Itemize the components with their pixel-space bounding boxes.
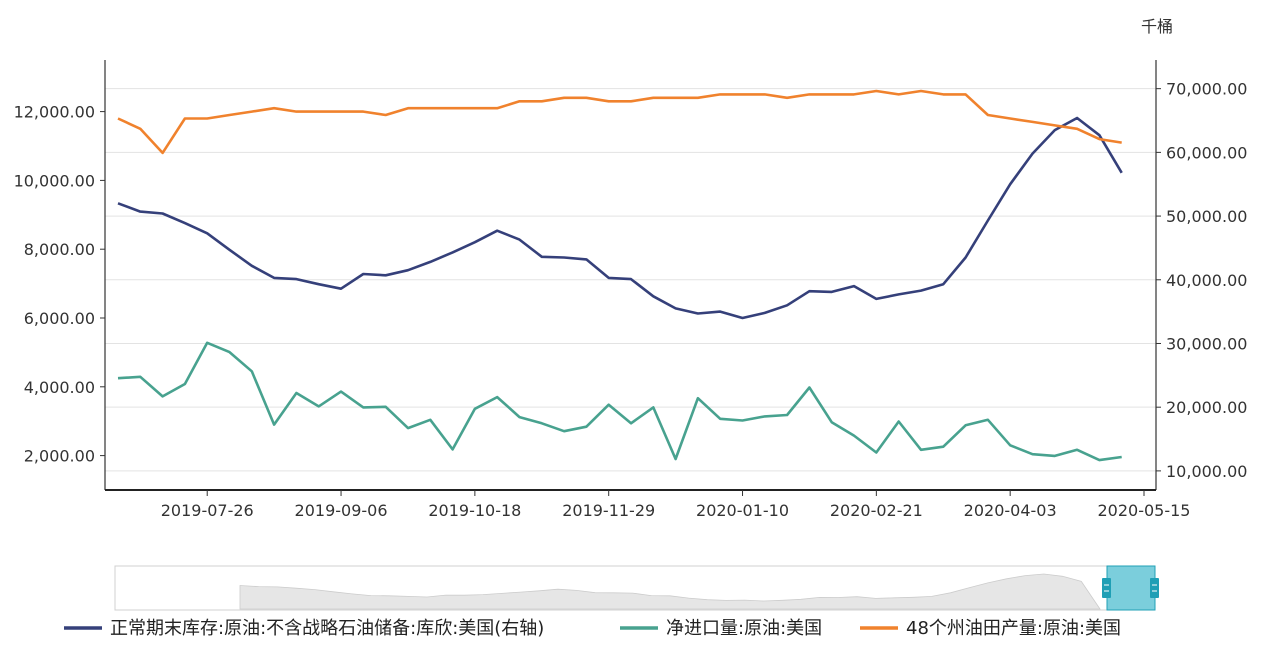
right-tick-label: 50,000.00 <box>1166 207 1247 226</box>
left-tick-label: 10,000.00 <box>14 171 95 190</box>
data-zoom-slider[interactable] <box>114 565 1159 611</box>
grid-lines <box>105 88 1156 472</box>
right-tick-label: 40,000.00 <box>1166 271 1247 290</box>
series-line-3 <box>117 89 1122 155</box>
right-tick-label: 10,000.00 <box>1166 462 1247 481</box>
series-line-1 <box>117 116 1123 320</box>
zoom-preview-area <box>239 573 1101 610</box>
right-tick-label: 70,000.00 <box>1166 80 1247 99</box>
zoom-selected-window[interactable] <box>1106 565 1156 611</box>
x-tick-label: 2020-05-15 <box>1098 501 1191 520</box>
left-tick-label: 4,000.00 <box>24 378 95 397</box>
legend: 正常期末库存:原油:不含战略石油储备:库欣:美国(右轴) 净进口量:原油:美国 48… <box>64 618 1121 639</box>
right-axis-unit: 千桶 <box>1141 17 1173 36</box>
x-tick-label: 2020-02-21 <box>830 501 923 520</box>
x-tick-label: 2020-01-10 <box>696 501 789 520</box>
x-tick-label: 2020-04-03 <box>964 501 1057 520</box>
left-tick-label: 12,000.00 <box>14 103 95 122</box>
zoom-handle-right[interactable] <box>1150 578 1159 598</box>
series-lines <box>117 89 1123 462</box>
x-tick-label: 2019-11-29 <box>562 501 655 520</box>
legend-label-3: 48个州油田产量:原油:美国 <box>906 618 1121 639</box>
left-tick-label: 6,000.00 <box>24 309 95 328</box>
x-tick-label: 2019-07-26 <box>161 501 254 520</box>
right-tick-label: 20,000.00 <box>1166 398 1247 417</box>
right-tick-label: 30,000.00 <box>1166 334 1247 353</box>
x-tick-label: 2019-10-18 <box>428 501 521 520</box>
right-tick-label: 60,000.00 <box>1166 143 1247 162</box>
x-tick-label: 2019-09-06 <box>295 501 388 520</box>
left-tick-label: 8,000.00 <box>24 240 95 259</box>
series-line-2 <box>117 341 1122 462</box>
left-tick-label: 2,000.00 <box>24 447 95 466</box>
axes: 2,000.00 4,000.00 6,000.00 8,000.00 10,000.0… <box>14 60 1247 520</box>
legend-label-2: 净进口量:原油:美国 <box>666 618 822 639</box>
legend-label-1: 正常期末库存:原油:不含战略石油储备:库欣:美国(右轴) <box>110 618 544 639</box>
zoom-handle-left[interactable] <box>1102 578 1111 598</box>
